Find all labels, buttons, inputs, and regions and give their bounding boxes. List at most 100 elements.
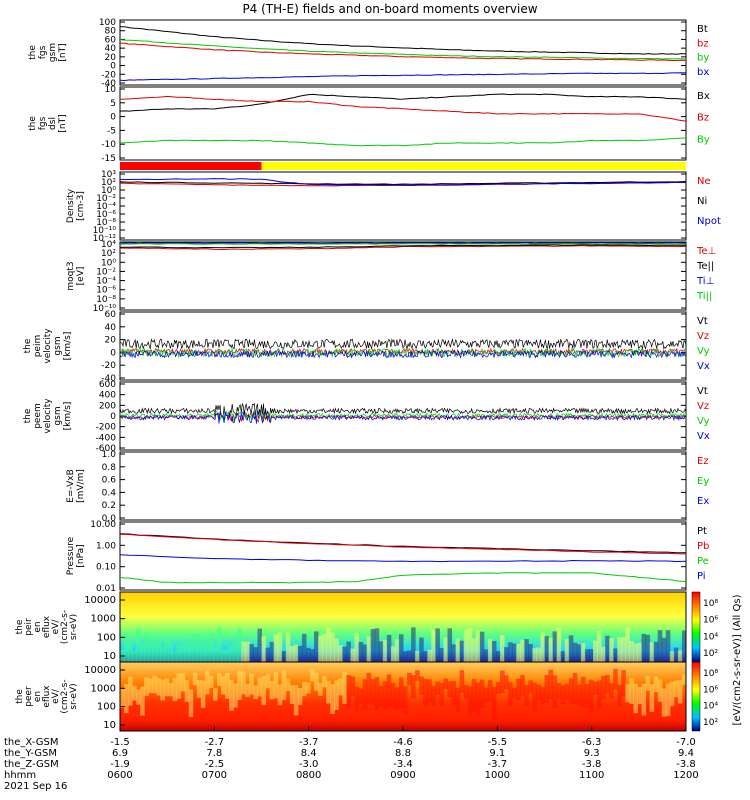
y-axis-label: the: [23, 338, 33, 353]
heatmap-column: [257, 677, 262, 697]
legend-label: Vx: [697, 431, 710, 442]
y-axis-label: the: [15, 689, 25, 704]
y-tick-label: 10: [103, 720, 116, 731]
heatmap-column: [277, 632, 283, 662]
heatmap-column: [665, 630, 671, 662]
heatmap-column: [346, 675, 351, 709]
mode-bar-segment: [261, 162, 686, 170]
heatmap-column: [237, 670, 242, 700]
x-tick-label: -1.5: [110, 737, 130, 748]
heatmap-column: [443, 637, 448, 662]
x-tick-label: -4.6: [393, 737, 413, 748]
heatmap-column: [330, 632, 335, 662]
series-line-By: [119, 137, 686, 147]
heatmap-column: [200, 680, 206, 708]
series-line-Pe: [119, 572, 687, 584]
heatmap-column: [241, 671, 246, 695]
heatmap-column: [184, 680, 190, 702]
heatmap-column: [289, 646, 295, 662]
x-tick-label: -2.7: [205, 737, 225, 748]
heatmap-column: [427, 649, 432, 662]
heatmap-column: [237, 627, 242, 662]
heatmap-column: [459, 670, 465, 693]
heatmap-column: [677, 680, 683, 704]
y-tick-label: 100: [97, 632, 116, 643]
x-tick-label: 1000: [485, 770, 510, 781]
colorbar-tick-label: 10⁴: [703, 702, 718, 712]
x-row-label: hhmm: [4, 770, 36, 781]
heatmap-column: [390, 646, 396, 662]
heatmap-column: [358, 641, 364, 662]
series-line-by: [119, 39, 687, 60]
heatmap-column: [225, 672, 230, 699]
legend-label: Te||: [696, 261, 714, 272]
y-axis-label: eV/: [51, 688, 61, 704]
heatmap-column: [212, 645, 218, 662]
heatmap-column: [378, 641, 384, 662]
heatmap-column: [548, 637, 554, 662]
y-axis-label: eflux: [42, 615, 52, 638]
heatmap-column: [358, 688, 364, 704]
heatmap-column: [382, 639, 388, 662]
heatmap-column: [463, 685, 469, 699]
heatmap-column: [148, 678, 153, 694]
heatmap-column: [188, 689, 194, 718]
y-axis-label: [km/s]: [63, 332, 73, 361]
heatmap-column: [516, 643, 521, 662]
y-tick-label: 10⁻²: [96, 194, 116, 204]
y-tick-label: -40: [101, 374, 116, 384]
heatmap-column: [229, 645, 234, 662]
heatmap-column: [625, 627, 630, 662]
heatmap-column: [394, 639, 400, 662]
heatmap-column: [140, 644, 145, 662]
heatmap-column: [301, 633, 307, 662]
y-tick-label: 10⁻¹²: [93, 234, 117, 244]
y-tick-label: 10⁰: [101, 258, 116, 268]
x-tick-label: -3.7: [488, 759, 508, 770]
y-axis-label: sr-eV): [69, 683, 79, 709]
panel-frame: [119, 241, 687, 311]
heatmap-column: [653, 676, 659, 693]
x-tick-label: -3.8: [676, 759, 696, 770]
y-axis-label: [km/s]: [63, 402, 73, 431]
series-line-Bz: [119, 95, 687, 122]
y-axis-label: the: [28, 116, 38, 131]
heatmap-column: [455, 638, 461, 662]
x-tick-label: -3.4: [393, 759, 413, 770]
x-tick-label: 9.3: [584, 748, 600, 759]
x-tick-label: -3.0: [299, 759, 319, 770]
colorbar: [691, 661, 701, 732]
heatmap-column: [479, 679, 485, 709]
legend-label: Ti||: [696, 291, 712, 302]
heatmap-column: [403, 686, 408, 714]
colorbar-tick-label: 10⁶: [703, 685, 718, 695]
heatmap-column: [504, 675, 509, 690]
y-tick-label: -10: [101, 140, 116, 150]
heatmap-column: [249, 673, 254, 695]
legend-label: Npot: [697, 216, 721, 227]
y-tick-label: -40: [101, 79, 116, 89]
heatmap-column: [677, 650, 683, 662]
heatmap-column: [681, 630, 687, 662]
heatmap-column: [572, 642, 578, 662]
heatmap-column: [475, 630, 481, 662]
heatmap-column: [293, 644, 299, 662]
heatmap-column: [411, 675, 416, 699]
heatmap-column: [386, 634, 392, 662]
heatmap-column: [390, 682, 396, 709]
heatmap-column: [144, 677, 149, 696]
y-axis-label: peer: [24, 686, 34, 707]
y-tick-label: -5: [107, 126, 116, 136]
heatmap-column: [297, 645, 303, 662]
heatmap-column: [524, 685, 529, 706]
heatmap-column: [431, 630, 436, 662]
y-tick-label: 0.8: [102, 463, 117, 473]
panel-peir_eflux: 10000 1000 100 10 the peir en eflux eV/(cm2-s-sr…: [15, 591, 718, 663]
heatmap-column: [229, 679, 234, 711]
heatmap-column: [536, 647, 541, 662]
y-tick-label: 10⁰: [101, 186, 116, 196]
colorbar-tick-label: 10²: [703, 718, 718, 728]
heatmap-column: [540, 632, 545, 662]
y-axis-label: fgs: [38, 116, 48, 130]
heatmap-column: [419, 637, 424, 662]
